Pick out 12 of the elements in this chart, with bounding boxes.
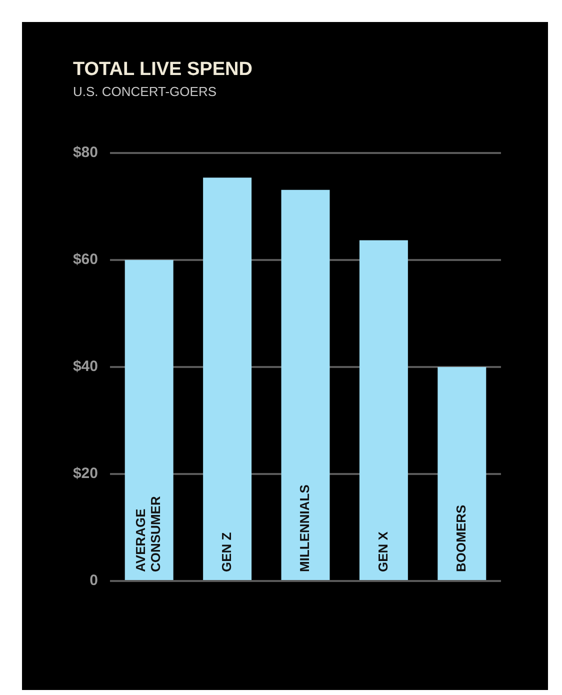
x-tick-label: BOOMERS bbox=[453, 504, 468, 572]
y-tick-label: $40 bbox=[72, 358, 98, 376]
x-tick-label: GEN Z bbox=[218, 532, 234, 572]
y-tick-label: $20 bbox=[72, 465, 98, 482]
x-tick-label: GEN X bbox=[375, 531, 390, 572]
y-tick-label: $80 bbox=[72, 144, 98, 162]
x-tick-label: MILLENNIALS bbox=[297, 484, 312, 572]
y-tick-label: $60 bbox=[72, 251, 98, 268]
x-tick-label: AVERAGE CONSUMER bbox=[133, 496, 164, 572]
chart-title: TOTAL LIVE SPEND bbox=[73, 59, 252, 81]
y-tick-label: 0 bbox=[90, 572, 98, 590]
chart-subtitle: U.S. CONCERT-GOERS bbox=[73, 84, 217, 99]
